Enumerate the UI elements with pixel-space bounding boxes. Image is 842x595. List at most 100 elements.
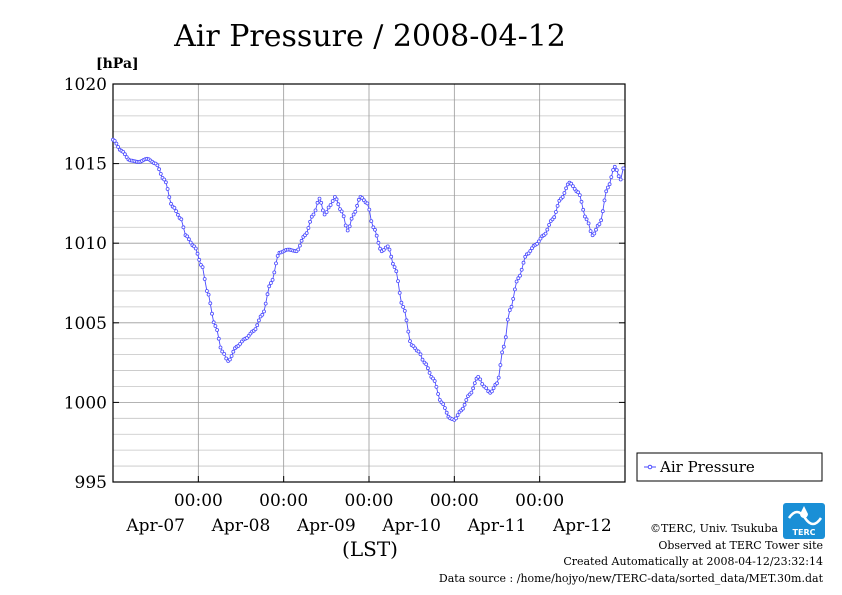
series-point — [472, 381, 477, 386]
series-point — [297, 243, 302, 248]
series-point — [545, 227, 550, 232]
series-point — [401, 304, 406, 309]
series-point — [518, 273, 522, 278]
series-point — [157, 167, 162, 172]
series-point — [218, 345, 223, 350]
series-point — [158, 171, 163, 176]
series-point — [495, 381, 499, 386]
series-point — [442, 406, 447, 410]
series-point — [581, 207, 586, 212]
series-point — [334, 197, 339, 202]
series-point — [530, 246, 534, 251]
x-date-label: Apr-07 — [125, 516, 185, 536]
series-point — [476, 374, 481, 379]
x-tick-label: 00:00 — [345, 491, 394, 511]
series-point — [560, 195, 565, 199]
series-point — [369, 219, 374, 224]
series-point — [418, 352, 423, 357]
series-point — [169, 201, 173, 206]
series-point — [181, 225, 186, 230]
series-point — [220, 349, 225, 354]
series-point — [491, 386, 496, 391]
series-point — [197, 257, 202, 262]
legend: Air Pressure — [636, 452, 823, 482]
series-point — [577, 193, 582, 198]
series-point — [437, 397, 442, 402]
series-point — [299, 238, 304, 243]
axes: 995 1000 1005 1010 1015 1020 00:00 00:00 00:00 00… — [64, 75, 625, 536]
series-point — [227, 357, 232, 362]
series-point — [385, 244, 390, 249]
series-point — [378, 246, 383, 251]
y-tick-label: 1015 — [64, 155, 107, 175]
series-point — [296, 247, 301, 252]
series-point — [584, 217, 589, 222]
x-axis-label: (LST) — [342, 537, 398, 561]
series-point — [602, 198, 607, 203]
series-point — [600, 209, 605, 214]
series-point — [311, 212, 316, 217]
series-air-pressure — [111, 137, 626, 422]
series-point — [204, 289, 209, 293]
credit-copyright: ©TERC, Univ. Tsukuba — [650, 522, 778, 535]
series-point — [394, 269, 399, 274]
series-point — [462, 402, 467, 407]
series-point — [215, 328, 220, 332]
series-point — [571, 184, 575, 189]
series-point — [621, 166, 626, 171]
series-point — [367, 207, 372, 212]
series-point — [404, 318, 409, 323]
series-point — [123, 152, 127, 157]
series-point — [326, 205, 331, 210]
series-point — [313, 208, 318, 213]
series-point — [210, 311, 214, 316]
series-point — [202, 277, 207, 281]
series-point — [306, 226, 311, 230]
series-point — [224, 356, 229, 361]
series-point — [324, 210, 329, 215]
grid-lines — [113, 84, 625, 482]
series-point — [355, 203, 360, 208]
series-point — [547, 222, 551, 227]
series-point — [509, 304, 514, 309]
series-point — [511, 296, 516, 301]
series-point — [356, 197, 361, 202]
x-date-label: Apr-11 — [467, 516, 527, 536]
series-point — [513, 287, 517, 292]
series-point — [583, 214, 587, 219]
series-point — [564, 186, 568, 191]
series-point — [552, 215, 557, 220]
series-point — [555, 203, 560, 208]
series-point — [116, 144, 120, 149]
series-point — [343, 223, 348, 228]
series-point — [505, 317, 510, 322]
series-point — [503, 335, 508, 340]
series-point — [612, 164, 617, 169]
series-point — [365, 201, 370, 206]
series-point — [373, 227, 377, 232]
legend-marker — [647, 464, 653, 470]
series-point — [315, 200, 320, 205]
series-point — [604, 189, 609, 194]
series-point — [165, 187, 170, 191]
series-point — [521, 260, 526, 265]
series-point — [606, 185, 610, 190]
terc-logo-wave — [787, 510, 823, 526]
series-point — [484, 386, 489, 391]
series-point — [267, 284, 272, 289]
series-point — [260, 312, 265, 317]
series-point — [186, 237, 191, 242]
series-point — [427, 370, 432, 375]
y-tick-label: 1020 — [64, 75, 107, 95]
series-point — [211, 320, 216, 325]
series-point — [304, 231, 309, 236]
series-point — [265, 292, 270, 297]
series-point — [416, 349, 421, 354]
series-point — [592, 231, 597, 236]
series-point — [353, 209, 358, 214]
series-line — [112, 139, 624, 421]
series-point — [376, 240, 381, 245]
series-point — [322, 212, 327, 217]
series-point — [255, 323, 260, 328]
